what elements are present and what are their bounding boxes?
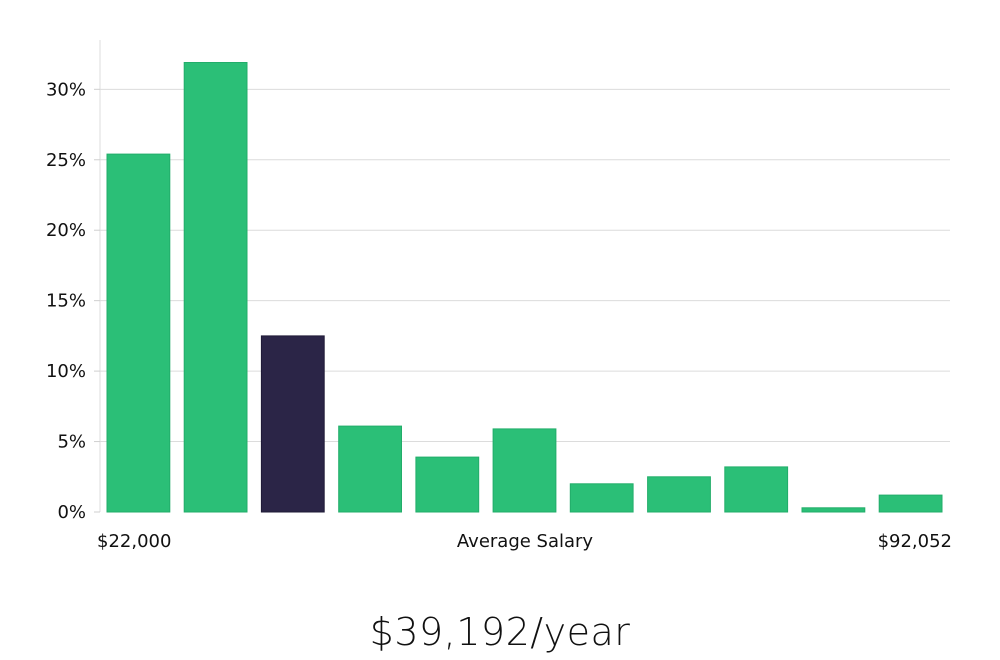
- bar: [492, 428, 557, 513]
- y-tick-label: 0%: [57, 502, 86, 523]
- x-min-label: $22,000: [97, 531, 171, 552]
- y-tick-label: 20%: [46, 220, 86, 241]
- x-axis-label: Average Salary: [457, 531, 594, 552]
- x-max-label: $92,052: [878, 531, 952, 552]
- y-tick-label: 15%: [46, 291, 86, 312]
- bar: [801, 507, 866, 513]
- bar: [338, 425, 403, 513]
- bar: [415, 456, 480, 513]
- bar: [724, 466, 789, 513]
- y-tick-label: 25%: [46, 150, 86, 171]
- bar: [183, 62, 248, 513]
- bar: [569, 483, 634, 513]
- y-tick-label: 30%: [46, 79, 86, 100]
- bar: [878, 494, 943, 513]
- y-axis-ticks: 0% 5% 10% 15% 20% 25% 30%: [46, 79, 100, 523]
- bar: [106, 153, 171, 513]
- y-tick-label: 5%: [57, 432, 86, 453]
- bars: [106, 62, 943, 513]
- bar-highlighted: [260, 335, 325, 513]
- average-salary-value: $39,192/year: [369, 610, 631, 654]
- salary-distribution-chart: 0% 5% 10% 15% 20% 25% 30% $22,000 Average Sala…: [46, 40, 952, 552]
- y-tick-label: 10%: [46, 361, 86, 382]
- bar: [647, 476, 711, 513]
